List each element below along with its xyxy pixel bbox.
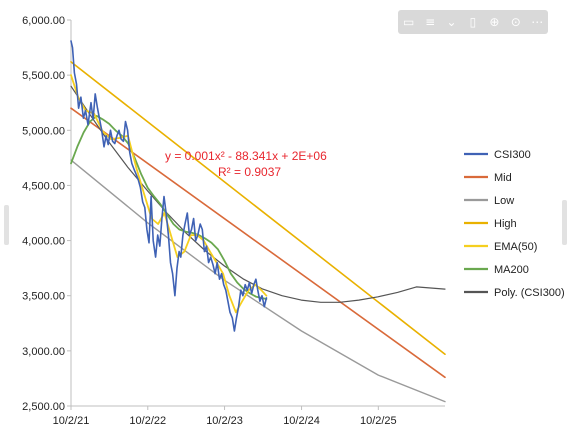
trendline-equation: y = 0.001x² - 88.341x + 2E+06 xyxy=(165,149,327,163)
y-tick-label: 6,000.00 xyxy=(22,15,65,27)
y-tick-label: 2,500.00 xyxy=(22,401,65,413)
chart-toolbar: ▭ ≡ ⌄ ▯ ⊕ ⊙ ⋯ xyxy=(398,10,548,34)
y-tick-label: 4,500.00 xyxy=(22,180,65,192)
comment-icon[interactable]: ▭ xyxy=(403,15,415,29)
legend-label: Low xyxy=(494,195,514,207)
legend-label: MA200 xyxy=(494,264,529,276)
x-tick-label: 10/2/25 xyxy=(360,415,397,427)
series-line-high xyxy=(70,61,446,356)
series-line-poly-csi300 xyxy=(70,85,446,303)
zoom-icon[interactable]: ⊕ xyxy=(489,15,500,29)
x-tick-label: 10/2/24 xyxy=(283,415,320,427)
chevron-down-icon[interactable]: ⌄ xyxy=(446,15,457,29)
align-icon[interactable]: ▯ xyxy=(469,15,477,29)
y-tick-label: 4,000.00 xyxy=(22,236,65,248)
x-tick-label: 10/2/21 xyxy=(53,415,90,427)
legend-label: Poly. (CSI300) xyxy=(494,287,565,299)
legend-label: High xyxy=(494,218,517,230)
download-icon[interactable]: ⊙ xyxy=(510,15,521,29)
y-tick-label: 5,500.00 xyxy=(22,70,65,82)
left-scroll-handle[interactable] xyxy=(4,205,9,245)
plot-area xyxy=(70,40,446,403)
y-tick-label: 3,000.00 xyxy=(22,346,65,358)
series-line-low xyxy=(70,159,446,403)
right-scroll-handle[interactable] xyxy=(562,200,567,245)
legend-label: CSI300 xyxy=(494,149,531,161)
y-tick-label: 5,000.00 xyxy=(22,125,65,137)
axes: 6,000.00 5,500.00 5,000.00 4,500.00 4,000.00… xyxy=(22,15,445,427)
series-line-ma200 xyxy=(70,115,268,300)
filter-icon[interactable]: ≡ xyxy=(425,15,436,29)
series-line-ema-50 xyxy=(70,74,268,314)
more-icon[interactable]: ⋯ xyxy=(531,15,544,29)
trendline-r-squared: R² = 0.9037 xyxy=(218,165,281,179)
legend: CSI300 Mid Low High EMA(50) MA200 Poly. (CSI30… xyxy=(464,149,565,299)
series-line-csi300 xyxy=(70,40,268,332)
legend-label: EMA(50) xyxy=(494,241,537,253)
legend-label: Mid xyxy=(494,172,512,184)
y-tick-label: 3,500.00 xyxy=(22,291,65,303)
x-tick-label: 10/2/22 xyxy=(129,415,166,427)
x-tick-label: 10/2/23 xyxy=(206,415,243,427)
